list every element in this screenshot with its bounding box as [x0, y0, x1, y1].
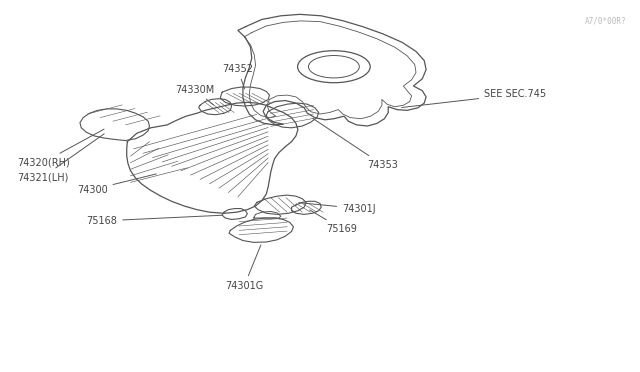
Text: A7/0*00R?: A7/0*00R?	[585, 16, 627, 25]
Text: 75168: 75168	[86, 215, 223, 226]
Text: 74352: 74352	[222, 64, 253, 89]
Text: 74301J: 74301J	[299, 203, 376, 214]
Text: 74300: 74300	[77, 174, 156, 195]
Text: 74330M: 74330M	[175, 84, 214, 105]
Text: SEE SEC.745: SEE SEC.745	[402, 89, 547, 108]
Text: 74320(RH): 74320(RH)	[17, 129, 104, 167]
Text: 74321(LH): 74321(LH)	[17, 134, 104, 182]
Text: 75169: 75169	[310, 210, 357, 234]
Text: 74301G: 74301G	[225, 245, 263, 291]
Text: 74353: 74353	[313, 118, 398, 170]
